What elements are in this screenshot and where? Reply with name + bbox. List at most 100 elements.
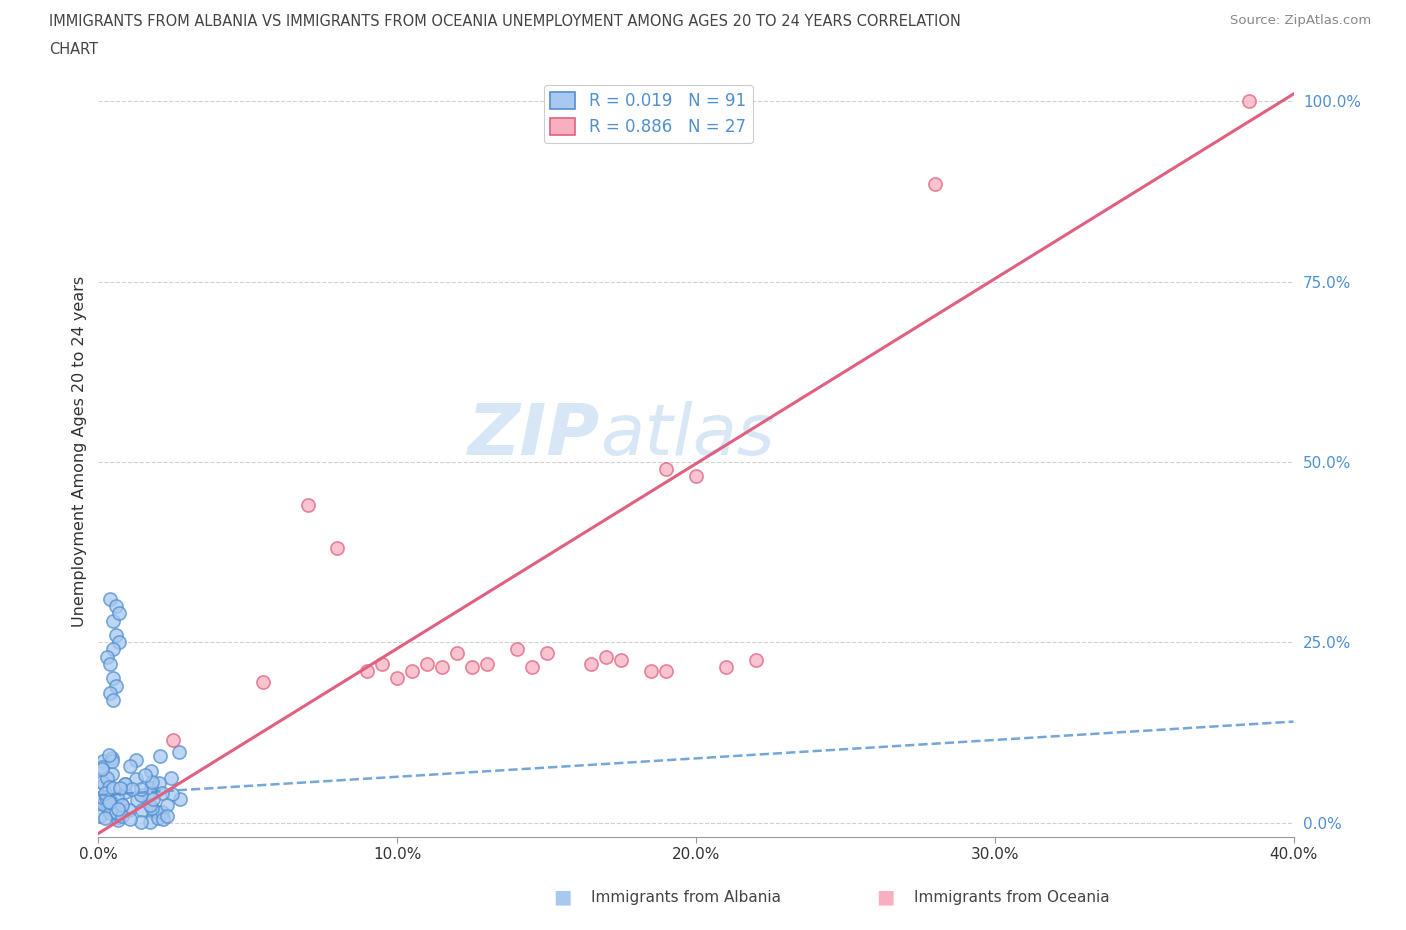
Point bbox=[98, 657, 122, 671]
Point bbox=[655, 461, 678, 476]
Point bbox=[121, 781, 143, 796]
Point bbox=[94, 790, 117, 804]
Point bbox=[385, 671, 409, 685]
Point bbox=[100, 751, 122, 765]
Point bbox=[139, 786, 162, 801]
Point bbox=[107, 813, 129, 828]
Point bbox=[745, 653, 768, 668]
Point bbox=[146, 810, 169, 825]
Point bbox=[108, 635, 131, 650]
Point bbox=[94, 796, 117, 811]
Point bbox=[97, 799, 120, 814]
Point bbox=[142, 804, 165, 819]
Text: Source: ZipAtlas.com: Source: ZipAtlas.com bbox=[1230, 14, 1371, 27]
Point bbox=[114, 777, 136, 791]
Point bbox=[101, 800, 124, 815]
Point bbox=[98, 591, 122, 606]
Text: ■: ■ bbox=[553, 888, 572, 907]
Point bbox=[536, 645, 558, 660]
Point bbox=[156, 808, 179, 823]
Point bbox=[93, 777, 115, 792]
Point bbox=[640, 664, 662, 679]
Point bbox=[156, 797, 179, 812]
Point bbox=[91, 753, 114, 768]
Point bbox=[160, 771, 183, 786]
Point bbox=[129, 788, 152, 803]
Point bbox=[103, 613, 125, 628]
Point bbox=[169, 791, 191, 806]
Point bbox=[139, 798, 162, 813]
Point bbox=[120, 812, 142, 827]
Point bbox=[91, 775, 114, 790]
Point bbox=[101, 767, 124, 782]
Point bbox=[520, 660, 543, 675]
Point bbox=[91, 761, 114, 776]
Point bbox=[98, 795, 121, 810]
Text: CHART: CHART bbox=[49, 42, 98, 57]
Point bbox=[96, 794, 118, 809]
Point bbox=[108, 606, 131, 621]
Point bbox=[91, 790, 114, 804]
Point bbox=[98, 805, 121, 820]
Legend: R = 0.019   N = 91, R = 0.886   N = 27: R = 0.019 N = 91, R = 0.886 N = 27 bbox=[544, 85, 752, 143]
Point bbox=[125, 772, 148, 787]
Point bbox=[139, 815, 162, 830]
Point bbox=[150, 804, 173, 819]
Point bbox=[430, 660, 453, 675]
Point bbox=[129, 781, 152, 796]
Point bbox=[101, 753, 124, 768]
Point bbox=[1237, 94, 1260, 109]
Point bbox=[139, 780, 162, 795]
Point bbox=[141, 775, 163, 790]
Point bbox=[120, 759, 142, 774]
Text: Immigrants from Oceania: Immigrants from Oceania bbox=[914, 890, 1109, 905]
Point bbox=[146, 804, 169, 819]
Point bbox=[162, 787, 184, 802]
Point bbox=[506, 642, 529, 657]
Point bbox=[103, 671, 125, 685]
Text: atlas: atlas bbox=[600, 401, 775, 470]
Point bbox=[655, 664, 678, 679]
Point bbox=[371, 657, 394, 671]
Point bbox=[162, 732, 184, 747]
Point bbox=[105, 805, 128, 820]
Point bbox=[714, 660, 737, 675]
Point bbox=[131, 802, 153, 817]
Point bbox=[114, 785, 136, 800]
Point bbox=[326, 541, 349, 556]
Point bbox=[401, 664, 423, 679]
Point bbox=[94, 810, 117, 825]
Point bbox=[924, 177, 946, 192]
Point bbox=[149, 749, 172, 764]
Text: ■: ■ bbox=[876, 888, 896, 907]
Point bbox=[461, 660, 484, 675]
Point bbox=[117, 802, 139, 817]
Point bbox=[297, 498, 319, 512]
Point bbox=[446, 645, 468, 660]
Point bbox=[107, 809, 129, 824]
Point bbox=[96, 796, 118, 811]
Point bbox=[105, 790, 128, 804]
Point bbox=[111, 798, 134, 813]
Point bbox=[129, 815, 152, 830]
Point bbox=[142, 791, 165, 806]
Point bbox=[96, 649, 118, 664]
Point bbox=[356, 664, 378, 679]
Point bbox=[101, 795, 124, 810]
Point bbox=[103, 780, 125, 795]
Point bbox=[90, 760, 112, 775]
Point bbox=[148, 776, 170, 790]
Point bbox=[91, 797, 114, 812]
Point bbox=[125, 792, 148, 807]
Point bbox=[107, 802, 129, 817]
Y-axis label: Unemployment Among Ages 20 to 24 years: Unemployment Among Ages 20 to 24 years bbox=[72, 275, 87, 627]
Point bbox=[98, 685, 122, 700]
Point bbox=[103, 693, 125, 708]
Point bbox=[103, 642, 125, 657]
Point bbox=[97, 802, 120, 817]
Point bbox=[97, 798, 120, 813]
Point bbox=[610, 653, 633, 668]
Point bbox=[125, 752, 148, 767]
Text: IMMIGRANTS FROM ALBANIA VS IMMIGRANTS FROM OCEANIA UNEMPLOYMENT AMONG AGES 20 TO: IMMIGRANTS FROM ALBANIA VS IMMIGRANTS FR… bbox=[49, 14, 962, 29]
Point bbox=[105, 599, 128, 614]
